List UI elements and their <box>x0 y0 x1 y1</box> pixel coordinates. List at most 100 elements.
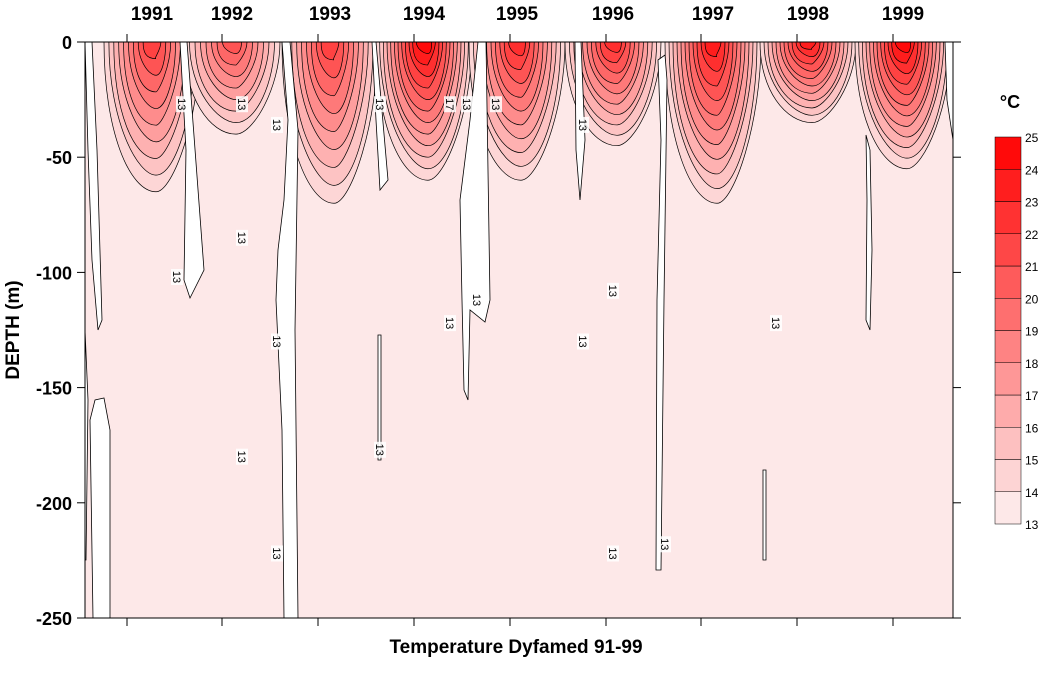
colorbar-swatch-14 <box>994 459 1022 492</box>
y-tick-label: -100 <box>36 263 72 283</box>
cold-region-1994-1995 <box>459 42 491 401</box>
colorbar-swatch-16 <box>994 394 1022 428</box>
colorbar-label-24: 24 <box>1025 163 1038 177</box>
colorbar-label-19: 19 <box>1025 325 1038 339</box>
y-tick-label: -200 <box>36 494 72 514</box>
contour-label-1993: 13 <box>373 96 386 113</box>
contour-label-1992: 13 <box>235 96 248 113</box>
colorbar-label-21: 21 <box>1025 260 1038 274</box>
year-label-1991: 1991 <box>131 4 174 25</box>
contour-label-text: 13 <box>606 547 618 559</box>
plot-frame <box>84 41 954 619</box>
cold-region-1992-1993 <box>275 42 299 618</box>
colorbar-label-13: 13 <box>1025 518 1038 532</box>
contour-label-text: 13 <box>235 98 247 110</box>
contour-label-1992: 13 <box>270 116 283 133</box>
y-ticks: 0 -50 -100 -150 -200 -250 <box>36 33 961 629</box>
contour-label-text: 13 <box>470 294 482 306</box>
cold-region-1993-thin <box>377 334 382 461</box>
contour-label-1995: 13 <box>460 96 473 113</box>
y-axis-title: DEPTH (m) <box>3 280 24 379</box>
contour-1994-25 <box>415 42 433 54</box>
contour-label-text: 13 <box>235 232 247 244</box>
contour-label-1991: 13 <box>170 269 183 286</box>
year-label-1999: 1999 <box>882 4 924 25</box>
contour-label-text: 13 <box>576 335 588 347</box>
contour-label-1992: 13 <box>270 333 283 350</box>
contour-1992-21 <box>222 42 242 54</box>
cold-region-1991-left <box>85 42 103 331</box>
contour-label-text: 13 <box>373 444 385 456</box>
colorbar-label-18: 18 <box>1025 357 1038 371</box>
colorbar-unit: °C <box>1000 92 1020 112</box>
colorbar-swatch-18 <box>994 330 1022 363</box>
contour-label-1991: 13 <box>175 96 188 113</box>
contour-1996-23 <box>604 42 622 53</box>
y-tick-label: 0 <box>62 33 72 53</box>
contour-label-1995: 13 <box>470 292 483 309</box>
year-label-1998: 1998 <box>787 4 829 25</box>
contour-label-text: 13 <box>373 98 385 110</box>
year-label-1994: 1994 <box>403 4 446 25</box>
contour-label-text: 13 <box>270 119 282 131</box>
colorbar-swatch-24 <box>994 136 1022 170</box>
year-label-1993: 1993 <box>309 4 351 25</box>
contour-label-1994: 17 <box>443 96 456 113</box>
colorbar-label-25: 25 <box>1025 131 1038 145</box>
year-labels: 1991 1992 1993 1994 1995 1996 1997 1998 1999 <box>131 4 924 25</box>
x-ticks <box>126 34 894 626</box>
contour-1991-22 <box>142 42 162 59</box>
year-label-1996: 1996 <box>592 4 634 25</box>
cold-region-1991-deep <box>89 397 111 618</box>
contour-label-text: 13 <box>576 119 588 131</box>
colorbar-label-16: 16 <box>1025 421 1038 435</box>
contour-label-1992: 13 <box>270 545 283 562</box>
colorbar-label-15: 15 <box>1025 454 1038 468</box>
contour-label-1998: 13 <box>769 315 782 332</box>
contour-label-1996: 13 <box>606 282 619 299</box>
colorbar-swatch-19 <box>994 298 1022 331</box>
contour-labels: 13 13 13 13 13 13 13 13 13 13 17 13 13 13 13 13 13 13 13 13… <box>170 96 782 562</box>
cold-region-1996 <box>655 54 668 571</box>
contour-1993-22 <box>320 42 340 61</box>
contour-label-text: 13 <box>270 547 282 559</box>
contour-label-1992: 13 <box>235 229 248 246</box>
contour-label-1994: 13 <box>489 96 502 113</box>
colorbar-swatch-13 <box>994 491 1022 525</box>
contour-label-text: 13 <box>606 285 618 297</box>
contour-1997-24 <box>704 42 722 58</box>
cold-region-1998 <box>865 134 873 331</box>
cold-region-1991-edge <box>85 329 89 561</box>
cold-region-1999-edge <box>944 42 953 141</box>
contour-label-1997: 13 <box>658 536 671 553</box>
contour-label-text: 13 <box>270 335 282 347</box>
year-label-1992: 1992 <box>211 4 253 25</box>
colorbar-label-14: 14 <box>1025 486 1038 500</box>
cold-regions <box>85 42 953 618</box>
contour-label-text: 13 <box>170 271 182 283</box>
contour-1998-24 <box>799 42 817 50</box>
contour-label-text: 13 <box>235 451 247 463</box>
contour-label-text: 13 <box>769 317 781 329</box>
contour-1995-23 <box>508 42 526 57</box>
colorbar: 13 14 15 16 17 18 19 20 21 22 23 24 25 <box>994 131 1038 532</box>
contour-label-text: 13 <box>460 98 472 110</box>
contour-label-text: 13 <box>175 98 187 110</box>
year-label-1995: 1995 <box>496 4 539 25</box>
contour-label-text: 17 <box>443 98 455 110</box>
contour-label-1996: 13 <box>576 116 589 133</box>
colorbar-swatch-23 <box>994 169 1022 202</box>
contour-label-text: 13 <box>489 98 501 110</box>
colorbar-label-22: 22 <box>1025 228 1038 242</box>
contour-label-1996: 13 <box>576 333 589 350</box>
contour-label-text: 13 <box>658 538 670 550</box>
contour-label-1992: 13 <box>235 448 248 465</box>
chart-title: Temperature Dyfamed 91-99 <box>389 637 642 658</box>
contour-label-1994: 13 <box>443 315 456 332</box>
colorbar-swatch-21 <box>994 233 1022 267</box>
cold-region-1997-thin <box>762 469 767 561</box>
warm-layer-contours <box>103 42 952 204</box>
colorbar-swatch-22 <box>994 201 1022 234</box>
colorbar-label-17: 17 <box>1025 389 1038 403</box>
